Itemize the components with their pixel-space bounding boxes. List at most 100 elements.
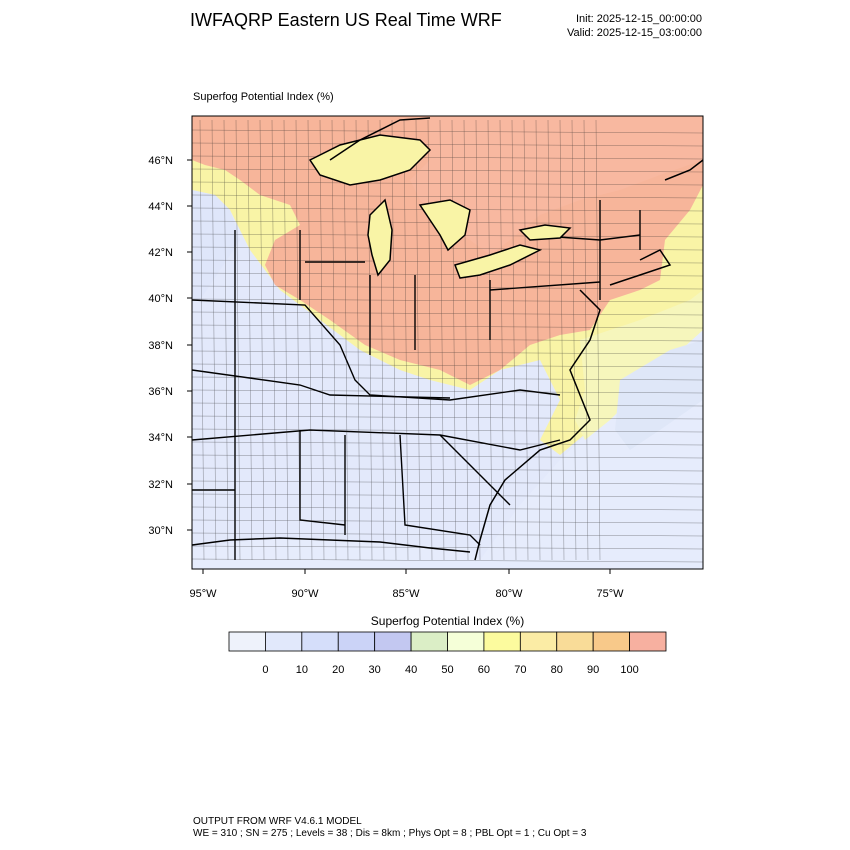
county-line [192,168,703,173]
county-line [547,119,553,561]
colorbar-label: 30 [369,664,381,676]
valid-time: Valid: 2025-12-15_03:00:00 [567,27,702,39]
county-line [192,467,703,472]
county-line [192,493,703,498]
lon-label: 85°W [392,588,420,600]
county-line [192,129,703,134]
county-line [535,119,541,561]
run-times: Init: 2025-12-15_00:00:00 Valid: 2025-12… [567,12,702,40]
lake-michigan [367,198,393,277]
lat-label: 46°N [148,155,173,167]
county-line [403,119,409,561]
county-line [595,119,601,561]
county-line [247,119,253,561]
county-line [192,428,703,433]
county-line [192,259,703,264]
county-line [343,119,349,561]
lat-label: 44°N [148,201,173,213]
county-line [192,181,703,186]
county-line [319,119,325,561]
model-info-line2: WE = 310 ; SN = 275 ; Levels = 38 ; Dis … [193,828,587,839]
model-info: OUTPUT FROM WRF V4.6.1 MODEL WE = 310 ; … [193,816,586,840]
field-west [192,190,240,300]
county-line [223,119,229,561]
colorbar-bin [592,631,630,652]
lon-label: 80°W [495,588,523,600]
county-line [211,119,217,561]
field-coastal [575,290,703,440]
lat-label: 34°N [148,432,173,444]
colorbar-label: 60 [478,664,490,676]
county-line [192,324,703,329]
county-line [192,194,703,199]
county-line [487,119,493,561]
lon-label: 90°W [291,588,319,600]
county-line [192,545,703,550]
lake-ontario [518,224,572,241]
colorbar-label: 90 [587,664,599,676]
field-offshore [615,340,703,450]
coastline [192,117,703,561]
county-line [192,506,703,511]
county-line [355,119,361,561]
colorbar-label: 10 [296,664,308,676]
county-line [192,441,703,446]
great-lakes [308,134,572,279]
county-line [192,350,703,355]
county-line [559,119,565,561]
colorbar-label: 100 [620,664,638,676]
county-line [439,119,445,561]
plot-frame [191,115,704,570]
county-line [192,415,703,420]
county-line [499,119,505,561]
colorbar-bin [265,631,303,652]
county-line [451,119,457,561]
county-line [192,558,703,563]
county-line [259,119,265,561]
colorbar-bin [228,631,266,652]
colorbar-bin [337,631,376,652]
field-canada [410,116,703,255]
county-line [379,119,385,561]
colorbar-bin [301,631,339,652]
colorbar-bin [556,631,594,652]
county-line [192,519,703,524]
county-line [511,119,517,561]
lat-label: 32°N [148,479,173,491]
latitude-axis: 46°N 44°N 42°N 40°N 38°N 36°N 34°N 32°N 30°N [148,155,192,537]
state-borders [192,200,641,560]
lat-label: 40°N [148,293,173,305]
county-line [192,298,703,303]
county-line [192,454,703,459]
map-title: IWFAQRP Eastern US Real Time WRF [190,10,502,30]
lon-label: 95°W [189,588,217,600]
county-line [192,337,703,342]
colorbar-label: 0 [262,664,268,676]
county-line [192,155,703,160]
lat-label: 42°N [148,247,173,259]
model-info-line1: OUTPUT FROM WRF V4.6.1 MODEL [193,816,362,827]
county-line [192,376,703,381]
county-line [192,272,703,277]
county-line [235,119,241,561]
county-line [415,119,421,561]
county-line [367,119,373,561]
lat-label: 38°N [148,340,173,352]
init-time: Init: 2025-12-15_00:00:00 [576,13,702,25]
county-line [192,142,703,147]
county-line [331,119,337,561]
county-line [307,119,313,561]
county-line [295,119,301,561]
county-line [523,119,529,561]
field-label: Superfog Potential Index (%) [193,91,334,103]
county-line [192,285,703,290]
colorbar-bin [629,631,667,652]
colorbar-bin [374,631,412,652]
colorbar-label: 20 [332,664,344,676]
colorbar-label: 50 [441,664,453,676]
lake-erie [454,244,543,279]
county-line [199,119,205,561]
lon-label: 75°W [596,588,624,600]
colorbar-label: 80 [551,664,563,676]
